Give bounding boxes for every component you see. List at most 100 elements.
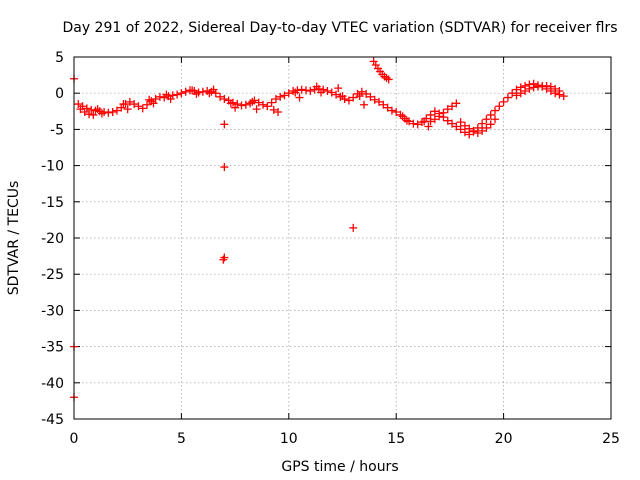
data-points <box>70 57 568 402</box>
data-point <box>231 103 240 112</box>
x-tick-label: 20 <box>495 431 513 447</box>
data-point <box>188 86 197 95</box>
data-point <box>87 105 96 114</box>
data-point <box>241 100 250 109</box>
data-point <box>271 94 280 103</box>
y-tick-label: 0 <box>55 86 64 102</box>
data-point <box>542 81 551 90</box>
data-point <box>263 102 272 111</box>
data-point <box>259 100 268 109</box>
chart-title: Day 291 of 2022, Sidereal Day-to-day VTE… <box>62 20 617 36</box>
data-point <box>359 100 368 109</box>
grid <box>74 57 611 419</box>
data-point <box>162 90 171 99</box>
data-point <box>205 89 214 98</box>
data-point <box>151 94 160 103</box>
data-point <box>383 103 392 112</box>
x-tick-label: 25 <box>602 431 620 447</box>
data-point <box>448 102 457 111</box>
data-point <box>112 106 121 115</box>
data-point <box>402 116 411 125</box>
data-point <box>521 87 530 96</box>
data-point <box>529 83 538 92</box>
data-point <box>369 57 378 66</box>
data-point <box>252 105 261 114</box>
data-point <box>338 92 347 101</box>
data-point <box>387 106 396 115</box>
data-point <box>209 85 218 94</box>
data-point <box>274 108 283 117</box>
data-point <box>384 75 393 84</box>
data-point <box>248 97 257 106</box>
data-point <box>344 96 353 105</box>
data-point <box>276 92 285 101</box>
data-point <box>93 105 102 114</box>
y-axis-label: SDTVAR / TECUs <box>6 181 22 296</box>
data-point <box>375 97 384 106</box>
data-point <box>420 117 429 126</box>
data-point <box>357 87 366 96</box>
x-tick-label: 10 <box>280 431 298 447</box>
data-point <box>280 91 289 100</box>
y-tick-label: -20 <box>41 231 64 247</box>
data-point <box>456 118 465 127</box>
data-point <box>220 94 229 103</box>
y-tick-label: -15 <box>41 195 64 211</box>
data-point <box>198 87 207 96</box>
axes: 0 5 10 15 20 25 5 0 -5 -10 -15 -20 -25 -30 -35 -40 -45 <box>41 50 620 447</box>
data-point <box>503 93 512 102</box>
data-point <box>469 126 478 135</box>
data-point <box>143 100 152 109</box>
data-point <box>134 102 143 111</box>
data-point <box>512 91 521 100</box>
data-point <box>355 92 364 101</box>
data-point <box>525 84 534 93</box>
data-point <box>220 120 229 129</box>
data-point <box>327 88 336 97</box>
data-point <box>499 97 508 106</box>
data-point <box>295 93 304 102</box>
data-point <box>177 89 186 98</box>
y-tick-label: -30 <box>41 303 64 319</box>
data-point <box>413 120 422 129</box>
data-point <box>382 73 391 82</box>
data-point <box>465 124 474 133</box>
data-point <box>495 102 504 111</box>
data-point <box>192 89 201 98</box>
data-point <box>74 100 83 109</box>
data-point <box>220 163 229 172</box>
series-flrs <box>74 57 568 264</box>
data-point <box>301 86 310 95</box>
data-point <box>130 100 139 109</box>
data-point <box>491 115 500 124</box>
data-point <box>123 105 132 114</box>
data-point <box>370 95 379 104</box>
data-point <box>125 97 134 106</box>
data-point <box>430 115 439 124</box>
data-point <box>76 105 85 114</box>
data-point <box>332 90 341 99</box>
data-point <box>486 120 495 129</box>
data-point <box>284 89 293 98</box>
data-point <box>452 99 461 108</box>
data-point <box>371 60 380 69</box>
data-point <box>291 88 300 97</box>
data-point <box>491 106 500 115</box>
data-point <box>297 85 306 94</box>
data-point <box>533 82 542 91</box>
data-point <box>456 125 465 134</box>
data-point <box>85 110 94 119</box>
data-point <box>104 108 113 117</box>
data-point <box>237 101 246 110</box>
data-point <box>559 92 568 101</box>
x-tick-label: 5 <box>177 431 186 447</box>
data-point <box>349 223 358 232</box>
data-point <box>334 84 343 93</box>
data-point <box>226 99 235 108</box>
data-point <box>551 84 560 93</box>
y-tick-label: 5 <box>55 50 64 66</box>
data-point <box>439 108 448 117</box>
data-point <box>443 116 452 125</box>
data-point <box>362 89 371 98</box>
